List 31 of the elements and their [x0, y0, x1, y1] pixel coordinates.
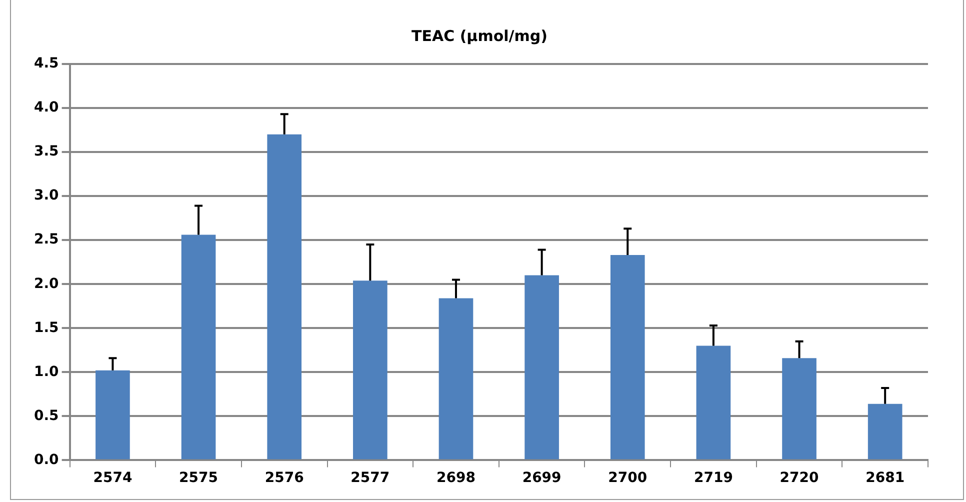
bar [438, 298, 474, 460]
bar [181, 234, 216, 460]
x-tick-label: 2681 [866, 470, 905, 486]
x-tick-label: 2719 [694, 470, 733, 486]
y-tick-label: 0.5 [34, 408, 59, 424]
y-tick-label: 3.0 [34, 188, 60, 204]
x-tick-label: 2577 [350, 470, 390, 486]
y-tick-label: 4.5 [34, 56, 59, 72]
chart-title: TEAC (µmol/mg) [412, 26, 548, 45]
bar [96, 370, 130, 460]
bar [610, 255, 645, 460]
x-tick-label: 2700 [608, 470, 648, 486]
bar [353, 280, 388, 460]
y-tick-label: 0.0 [34, 452, 60, 468]
bar [782, 358, 816, 460]
y-tick-label: 1.0 [34, 364, 60, 380]
y-tick-label: 3.5 [34, 144, 59, 160]
bar [696, 346, 731, 460]
bar [868, 404, 902, 460]
bar [524, 275, 559, 460]
x-tick-label: 2698 [436, 470, 476, 486]
x-tick-label: 2575 [179, 470, 218, 486]
y-tick-label: 2.0 [34, 276, 60, 292]
x-tick-label: 2576 [264, 470, 304, 486]
x-tick-label: 2720 [780, 470, 820, 486]
x-tick-label: 2574 [93, 470, 132, 486]
y-tick-label: 1.5 [34, 320, 59, 336]
y-tick-label: 2.5 [34, 232, 59, 248]
y-tick-label: 4.0 [34, 100, 60, 116]
x-tick-label: 2699 [522, 470, 562, 486]
bar [267, 134, 302, 460]
